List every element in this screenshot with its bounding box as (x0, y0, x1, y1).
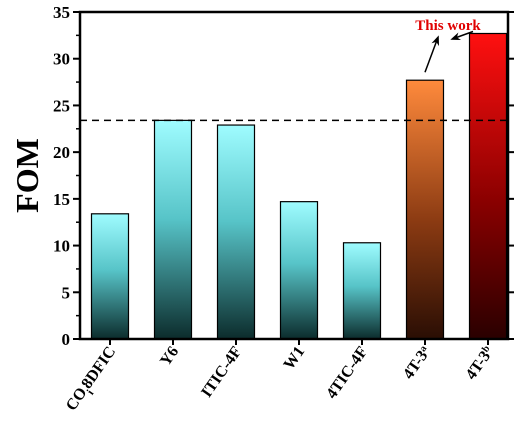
bar-5 (405, 79, 445, 340)
x-tick-label-6: 4T-3b (462, 343, 497, 383)
bar-6 (468, 32, 508, 340)
bar-2 (216, 124, 256, 340)
bars-layer (90, 32, 508, 340)
x-axis: COi8DFIC Y6 ITIC-4F W1 4TIC-4F 4T-3a 4T-3b (63, 339, 497, 417)
y-tick-label-5: 25 (53, 96, 70, 115)
bar-1 (153, 119, 193, 340)
y-tick-label-6: 30 (53, 50, 70, 69)
bar-4 (342, 242, 382, 340)
x-tick-label-0: COi8DFIC (63, 344, 124, 417)
bar-3 (279, 201, 319, 340)
y-tick-label-2: 10 (53, 237, 70, 256)
y-axis-label: FOM (9, 138, 45, 213)
annotation-arrow-right (450, 30, 474, 41)
x-tick-label-4: 4TIC-4F (323, 343, 371, 402)
x-tick-label-1: Y6 (157, 344, 182, 370)
annotation-arrow-left (424, 35, 440, 73)
y-tick-label-4: 20 (53, 143, 70, 162)
x-tick-label-5: 4T-3a (400, 343, 435, 382)
annotation: This work (415, 18, 481, 73)
annotation-text: This work (415, 18, 481, 34)
x-tick-label-2: ITIC-4F (198, 343, 245, 400)
x-tick-label-3: W1 (281, 344, 309, 373)
y-tick-label-1: 5 (62, 283, 71, 302)
bar-0 (90, 213, 130, 340)
y-axis: 0 5 10 15 20 25 30 35 (53, 3, 514, 349)
y-tick-label-3: 15 (53, 190, 70, 209)
y-tick-label-7: 35 (53, 3, 70, 22)
y-tick-label-0: 0 (62, 330, 71, 349)
